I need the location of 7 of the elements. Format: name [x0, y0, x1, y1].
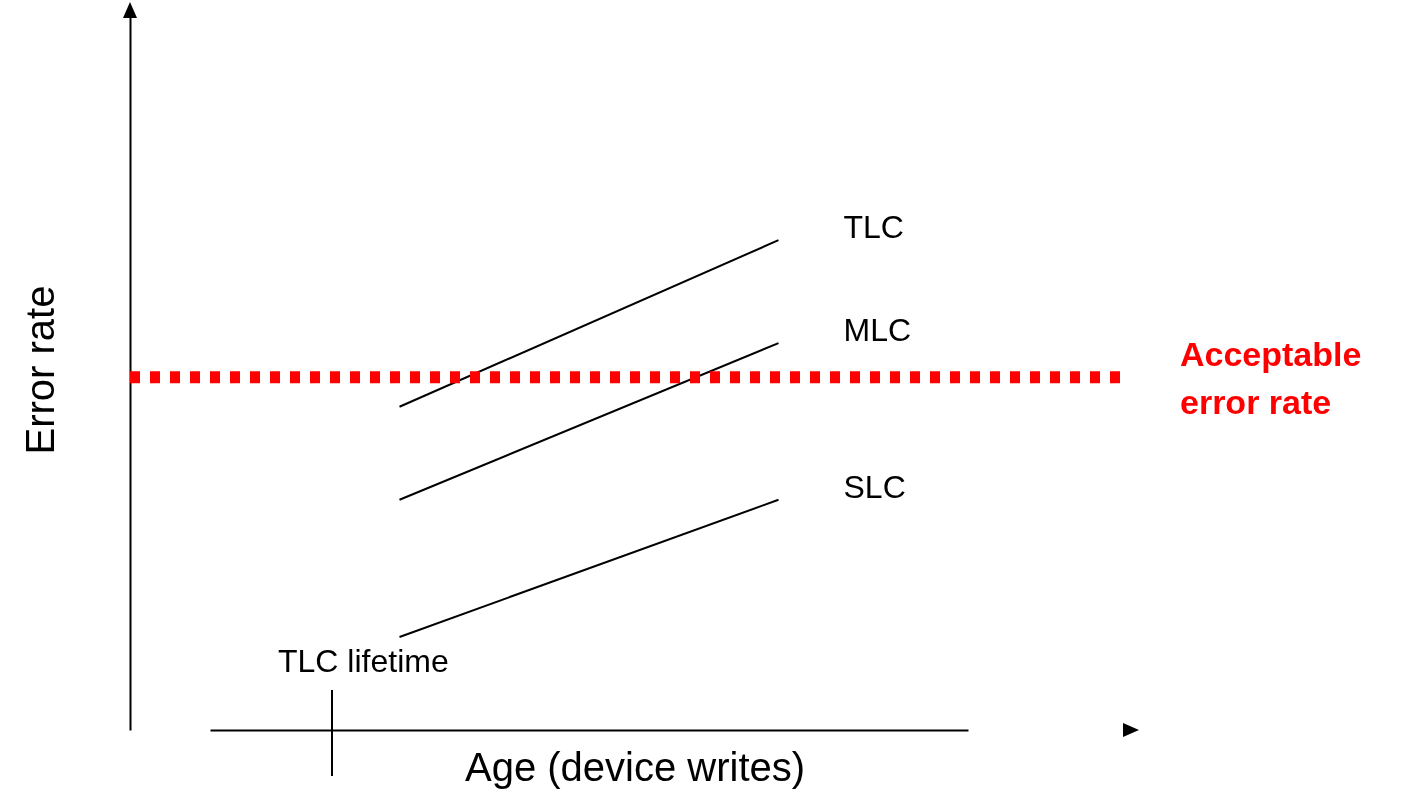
- annotation: TLC lifetime: [278, 643, 449, 680]
- text: MLC: [843, 312, 912, 349]
- y-axis-title: Error rate: [17, 285, 63, 455]
- x-axis-title: Age (device writes): [465, 745, 806, 790]
- ref-line-label: Acceptable error rate: [1180, 334, 1363, 423]
- text: SLC: [843, 468, 906, 505]
- text: TLC: [843, 209, 904, 246]
